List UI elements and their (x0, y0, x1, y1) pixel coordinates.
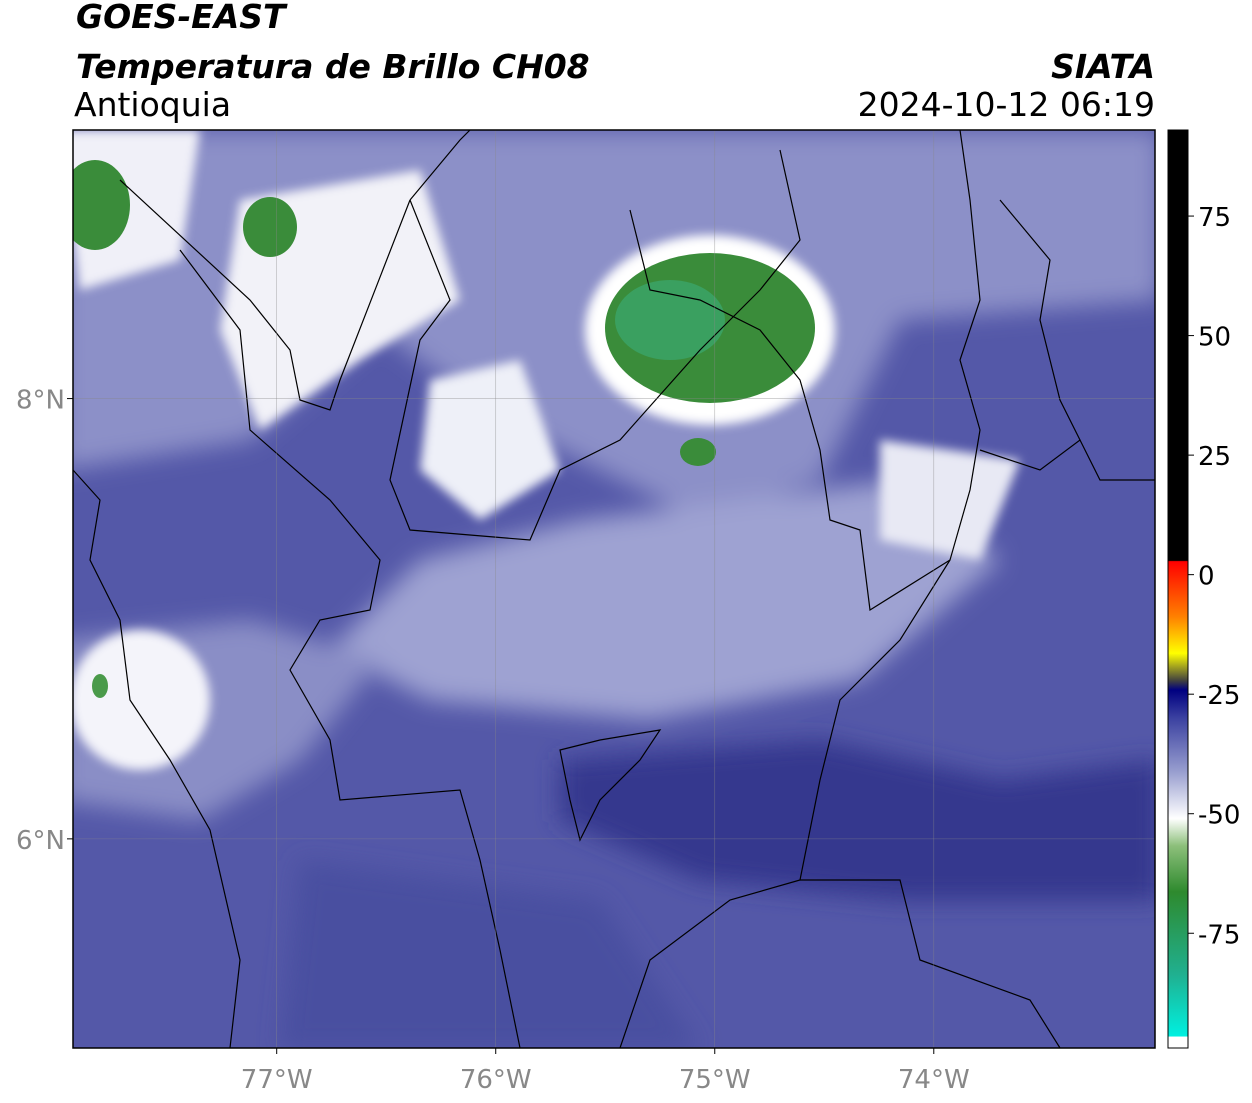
graticule (73, 130, 1155, 1048)
map-ticks: 77°W 76°W 75°W 74°W 8°N 6°N (16, 386, 970, 1095)
satellite-image (73, 130, 1155, 1048)
colorbar-tick-label: 50 (1198, 323, 1231, 353)
datetime: 2024-10-12 06:19 (858, 85, 1155, 124)
colorbar-tick-label: -75 (1198, 920, 1240, 950)
colorbar-tick-label: 75 (1198, 203, 1231, 233)
y-tick-label: 8°N (16, 386, 65, 416)
region: Antioquia (74, 85, 231, 124)
y-tick-label: 6°N (16, 826, 65, 856)
map-frame (72, 129, 1156, 1049)
colorbar-tick-label: -25 (1198, 681, 1240, 711)
colorbar-tick-label: -50 (1198, 801, 1240, 831)
x-tick-label: 75°W (679, 1065, 751, 1095)
colorbar-tick-label: 25 (1198, 442, 1231, 472)
title: GOES-EAST (76, 0, 288, 36)
subtitle: Temperatura de Brillo CH08 (76, 47, 590, 86)
colorbar-tick-label: 0 (1198, 562, 1215, 592)
colorbar-ticks: 75 50 25 0 -25 -50 -75 (1188, 203, 1240, 950)
x-tick-label: 76°W (460, 1065, 532, 1095)
source: SIATA (1051, 47, 1155, 86)
x-tick-label: 77°W (241, 1065, 313, 1095)
colorbar (1167, 129, 1189, 1049)
x-tick-label: 74°W (898, 1065, 970, 1095)
